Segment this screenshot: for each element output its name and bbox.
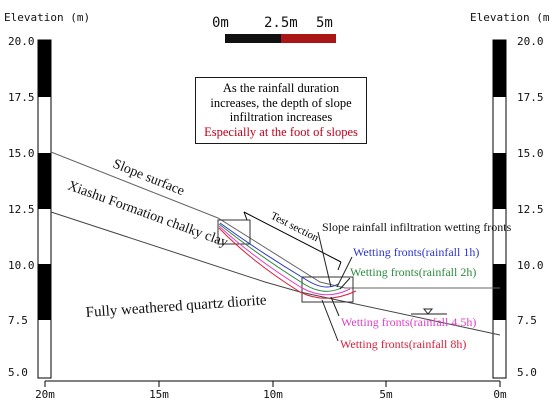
y-tick-labels-right: 20.0 17.5 15.0 12.5 10.0 7.5 5.0 xyxy=(517,35,544,379)
wetting-front-8h xyxy=(218,227,357,299)
y-tick-label: 7.5 xyxy=(517,314,537,327)
scale-bar-segment-2 xyxy=(281,34,336,43)
wetting-front-4-5h xyxy=(218,225,351,296)
quartz-diorite-label: Fully weathered quartz diorite xyxy=(85,292,267,321)
y-tick-label: 12.5 xyxy=(517,203,544,216)
y-tick-label: 20.0 xyxy=(517,35,544,48)
note-line: As the rainfall duration xyxy=(222,81,340,95)
x-tick-label: 20m xyxy=(35,388,55,401)
y-tick-label: 5.0 xyxy=(517,366,537,379)
x-tick-labels: 20m 15m 10m 5m 0m xyxy=(35,388,507,401)
y-tick-labels-left: 20.0 17.5 15.0 12.5 10.0 7.5 5.0 xyxy=(8,35,35,379)
y-tick-label: 20.0 xyxy=(8,35,35,48)
test-section-annotation: Test section xyxy=(243,210,342,271)
x-tick-label: 10m xyxy=(263,388,283,401)
wetting-front-label-1h: Wetting fronts(rainfall 1h) xyxy=(353,245,479,259)
y-tick-label: 12.5 xyxy=(8,203,35,216)
wetting-fronts-title: Slope rainfall infiltration wetting fron… xyxy=(322,220,512,234)
y-axis-title-right: Elevation (m) xyxy=(470,11,550,24)
y-tick-label: 15.0 xyxy=(517,147,544,160)
clay-diorite-boundary-line xyxy=(50,211,501,336)
slope-surface-label: Slope surface xyxy=(111,157,187,199)
leader-lines xyxy=(317,231,353,342)
slope-surface-line xyxy=(50,151,500,289)
y-tick-label: 5.0 xyxy=(8,366,28,379)
y-tick-label: 10.0 xyxy=(517,259,544,272)
x-axis xyxy=(44,380,501,387)
note-line: infiltration increases xyxy=(229,110,333,124)
note-highlight: Especially at the foot of slopes xyxy=(204,124,358,139)
right-elevation-bar xyxy=(492,39,507,379)
left-elevation-bar xyxy=(37,39,52,379)
wetting-front-label-4-5h: Wetting fronts(rainfall 4.5h) xyxy=(341,315,476,329)
x-tick-label: 15m xyxy=(149,388,169,401)
test-section-box-lower xyxy=(301,276,354,303)
x-tick-label: 5m xyxy=(379,388,393,401)
scale-bar-label: 0m xyxy=(212,15,229,31)
water-table-icon xyxy=(411,308,447,315)
wetting-front-1h xyxy=(219,222,339,288)
scale-bar-segment-1 xyxy=(225,34,281,43)
note-line: increases, the depth of slope xyxy=(210,95,352,110)
y-tick-label: 7.5 xyxy=(8,314,28,327)
y-tick-label: 17.5 xyxy=(517,91,544,104)
y-axis-title-left: Elevation (m) xyxy=(4,11,90,24)
scale-bar-label: 5m xyxy=(316,15,333,31)
y-tick-label: 15.0 xyxy=(8,147,35,160)
chalky-clay-label: Xiashu Formation chalky clay xyxy=(66,179,230,251)
y-tick-label: 17.5 xyxy=(8,91,35,104)
scale-bar: 0m 2.5m 5m xyxy=(212,15,336,43)
annotation-note-box: As the rainfall duration increases, the … xyxy=(195,77,367,144)
wetting-front-2h xyxy=(218,223,344,292)
test-section-box-upper xyxy=(217,219,251,245)
x-tick-label: 0m xyxy=(493,388,507,401)
scale-bar-label: 2.5m xyxy=(264,15,298,31)
test-section-label: Test section xyxy=(269,210,321,245)
wetting-front-label-8h: Wetting fronts(rainfall 8h) xyxy=(340,337,466,351)
wetting-front-label-2h: Wetting fronts(rainfall 2h) xyxy=(350,265,476,279)
y-tick-label: 10.0 xyxy=(8,259,35,272)
